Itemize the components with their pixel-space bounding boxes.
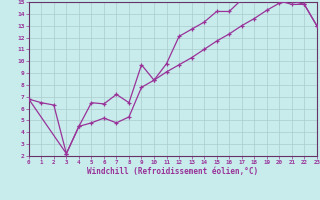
X-axis label: Windchill (Refroidissement éolien,°C): Windchill (Refroidissement éolien,°C)	[87, 167, 258, 176]
